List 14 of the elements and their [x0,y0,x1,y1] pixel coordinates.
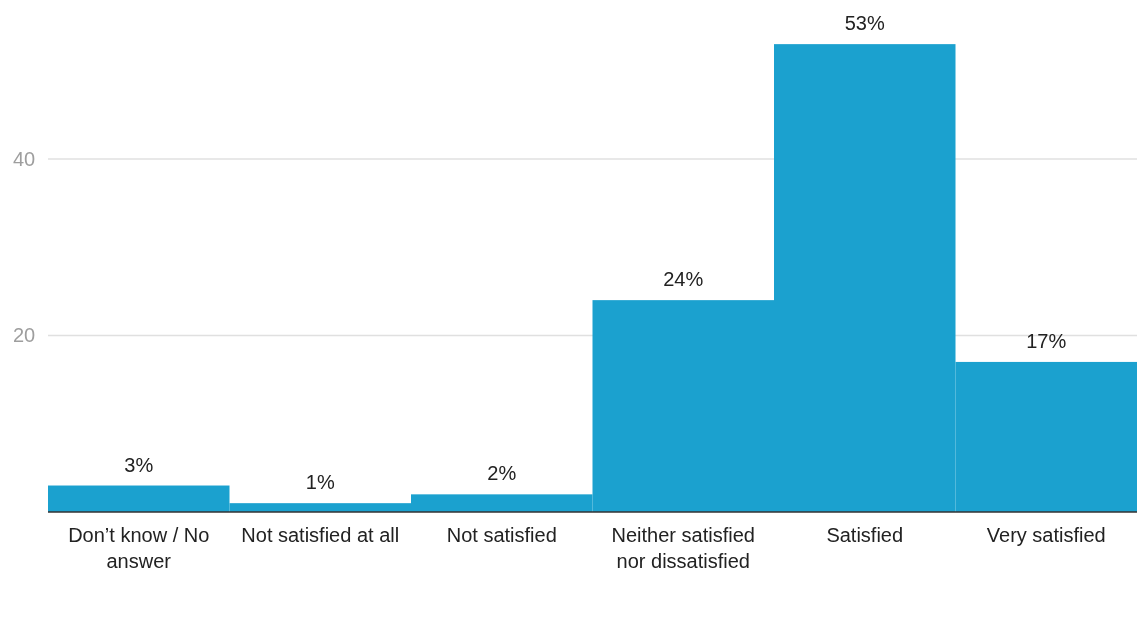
data-label: 3% [124,453,154,476]
x-tick-label: Very satisfied [986,524,1106,546]
x-tick-label: Not satisfied [446,524,557,546]
data-label: 53% [844,12,885,35]
data-label: 24% [663,268,704,291]
data-label: 2% [487,462,517,485]
x-tick-label: Satisfied [826,524,904,546]
data-label: 17% [1026,329,1067,352]
data-label: 1% [305,471,335,494]
x-tick-label: Neither satisfied nor dissatisfied [611,524,755,572]
y-tick-label: 40 [12,147,36,170]
y-tick-label: 20 [12,324,36,347]
x-tick-label: Don’t know / No answer [68,524,210,572]
x-tick-label: Not satisfied at all [241,524,400,546]
